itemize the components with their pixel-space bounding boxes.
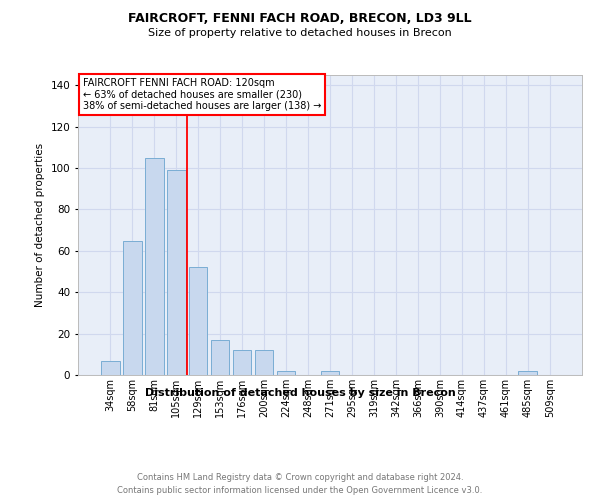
Text: Distribution of detached houses by size in Brecon: Distribution of detached houses by size … xyxy=(145,388,455,398)
Bar xyxy=(101,360,119,375)
Bar xyxy=(145,158,164,375)
Bar xyxy=(167,170,185,375)
Text: Size of property relative to detached houses in Brecon: Size of property relative to detached ho… xyxy=(148,28,452,38)
Bar xyxy=(320,371,340,375)
Bar xyxy=(277,371,295,375)
Bar xyxy=(211,340,229,375)
Bar xyxy=(255,350,274,375)
Y-axis label: Number of detached properties: Number of detached properties xyxy=(35,143,45,307)
Text: FAIRCROFT, FENNI FACH ROAD, BRECON, LD3 9LL: FAIRCROFT, FENNI FACH ROAD, BRECON, LD3 … xyxy=(128,12,472,26)
Bar xyxy=(189,268,208,375)
Bar xyxy=(123,240,142,375)
Text: Contains HM Land Registry data © Crown copyright and database right 2024.: Contains HM Land Registry data © Crown c… xyxy=(137,472,463,482)
Bar xyxy=(518,371,537,375)
Bar xyxy=(233,350,251,375)
Text: FAIRCROFT FENNI FACH ROAD: 120sqm
← 63% of detached houses are smaller (230)
38%: FAIRCROFT FENNI FACH ROAD: 120sqm ← 63% … xyxy=(83,78,322,111)
Text: Contains public sector information licensed under the Open Government Licence v3: Contains public sector information licen… xyxy=(118,486,482,495)
